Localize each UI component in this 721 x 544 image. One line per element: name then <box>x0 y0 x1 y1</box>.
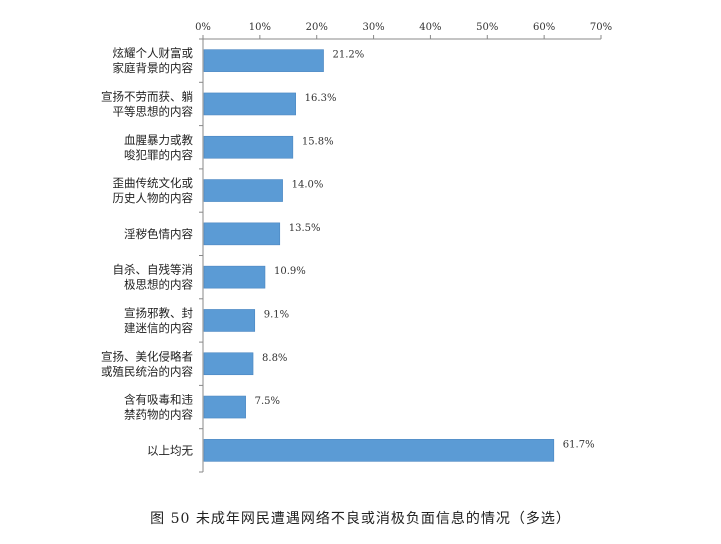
category-label: 血腥暴力或教 <box>124 133 193 147</box>
category-label: 家庭背景的内容 <box>113 61 194 75</box>
data-label: 10.9% <box>274 266 306 277</box>
x-tick-label: 60% <box>533 22 555 33</box>
bar <box>203 309 256 332</box>
data-label: 7.5% <box>255 396 280 407</box>
bar <box>203 439 555 462</box>
category-label: 以上均无 <box>147 443 193 457</box>
bar <box>203 135 294 159</box>
category-label: 宣扬、美化侵略者 <box>101 349 193 363</box>
x-tick-label: 20% <box>306 22 328 33</box>
category-label: 淫秽色情内容 <box>124 227 193 241</box>
x-axis: 0% 10% 20% 30% 40% 50% 60% 70% <box>195 22 612 473</box>
x-tick-label: 70% <box>590 22 612 33</box>
x-tick-label: 30% <box>362 22 384 33</box>
data-label: 61.7% <box>563 439 595 450</box>
data-label: 21.2% <box>333 50 365 61</box>
data-label: 14.0% <box>292 180 324 191</box>
category-label: 平等思想的内容 <box>113 104 194 118</box>
category-label: 禁药物的内容 <box>124 408 193 422</box>
data-label: 15.8% <box>302 136 334 147</box>
category-label: 自杀、自残等消 <box>113 263 194 277</box>
data-label: 9.1% <box>264 309 289 320</box>
x-tick-label: 40% <box>419 22 441 33</box>
category-label: 炫耀个人财富或 <box>113 46 194 60</box>
category-label: 歪曲传统文化或 <box>113 176 194 190</box>
bar <box>203 265 266 289</box>
x-tick-label: 50% <box>476 22 498 33</box>
category-label: 历史人物的内容 <box>113 191 194 205</box>
bar <box>203 222 281 246</box>
bar <box>203 179 283 202</box>
data-label: 16.3% <box>305 93 337 104</box>
category-label: 含有吸毒和违 <box>124 393 193 407</box>
data-label: 13.5% <box>289 223 321 234</box>
bar <box>203 395 246 419</box>
x-tick-label: 0% <box>195 22 211 33</box>
data-label: 8.8% <box>262 353 287 364</box>
category-label: 宣扬邪教、封 <box>124 306 193 320</box>
category-label: 唆犯罪的内容 <box>124 148 193 162</box>
bar <box>203 92 296 116</box>
chart-caption: 图 50 未成年网民遭遇网络不良或消极负面信息的情况（多选） <box>150 511 571 527</box>
category-label: 或殖民统治的内容 <box>101 364 193 378</box>
category-label: 极思想的内容 <box>124 278 193 292</box>
bar <box>203 352 254 376</box>
category-label: 宣扬不劳而获、躺 <box>101 89 193 103</box>
x-tick-label: 10% <box>249 22 271 33</box>
bar <box>203 49 324 72</box>
category-label: 建迷信的内容 <box>124 321 193 335</box>
